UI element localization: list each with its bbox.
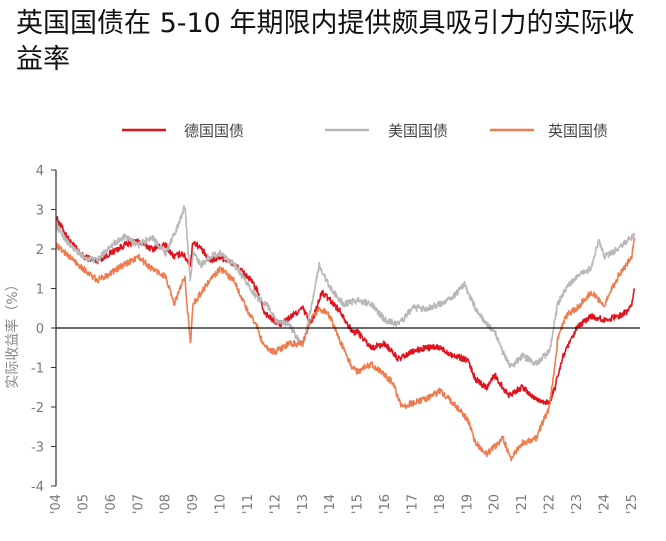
x-tick-label: '23 — [570, 494, 585, 514]
x-tick-label: '15 — [351, 494, 366, 514]
x-tick-label: '18 — [433, 494, 448, 514]
series-line-2 — [55, 205, 636, 369]
x-tick-label: '06 — [104, 494, 119, 514]
chart-title: 英国国债在 5-10 年期限内提供颇具吸引力的实际收益率 — [16, 8, 635, 75]
x-tick-label: '21 — [515, 494, 530, 514]
y-tick-label: -4 — [31, 480, 44, 495]
x-tick-label: '25 — [625, 494, 640, 514]
y-tick-label: 4 — [36, 164, 44, 179]
y-tick-label: 2 — [36, 243, 44, 258]
y-tick-label: 0 — [36, 322, 44, 337]
x-tick-label: '19 — [460, 494, 475, 514]
x-tick-label: '04 — [49, 494, 64, 514]
x-tick-label: '14 — [323, 494, 338, 514]
x-tick-label: '08 — [159, 494, 174, 514]
x-tick-label: '20 — [488, 494, 503, 514]
x-tick-label: '17 — [405, 494, 420, 514]
x-tick-label: '10 — [214, 494, 229, 514]
series-line-1 — [55, 216, 636, 406]
x-ticks: '04 '05 '06 '07 '08 '09 '10 '11 '12 '13 '14 '15 '16 '… — [49, 494, 640, 514]
y-ticks: -4 -3 -2 -1 0 1 2 3 4 — [31, 164, 56, 495]
legend-label-2: 美国国债 — [388, 122, 448, 140]
y-tick-label: -1 — [31, 362, 44, 377]
series-line-3 — [55, 237, 636, 462]
x-tick-label: '13 — [296, 494, 311, 514]
y-axis-label: 实际收益率（%） — [4, 277, 21, 388]
x-tick-label: '12 — [268, 494, 283, 514]
series-lines — [55, 205, 636, 462]
axes — [55, 170, 640, 486]
x-tick-label: '11 — [241, 494, 256, 514]
legend-label-3: 英国国债 — [548, 122, 608, 140]
x-tick-label: '07 — [131, 494, 146, 514]
legend-label-1: 德国国债 — [184, 122, 244, 140]
y-tick-label: 3 — [36, 204, 44, 219]
y-tick-label: -3 — [31, 441, 44, 456]
x-tick-label: '05 — [76, 494, 91, 514]
x-tick-label: '09 — [186, 494, 201, 514]
y-tick-label: 1 — [36, 283, 44, 298]
x-tick-label: '24 — [597, 494, 612, 514]
x-tick-label: '22 — [543, 494, 558, 514]
y-tick-label: -2 — [31, 401, 44, 416]
legend: 德国国债 美国国债 英国国债 — [122, 122, 608, 140]
x-tick-label: '16 — [378, 494, 393, 514]
